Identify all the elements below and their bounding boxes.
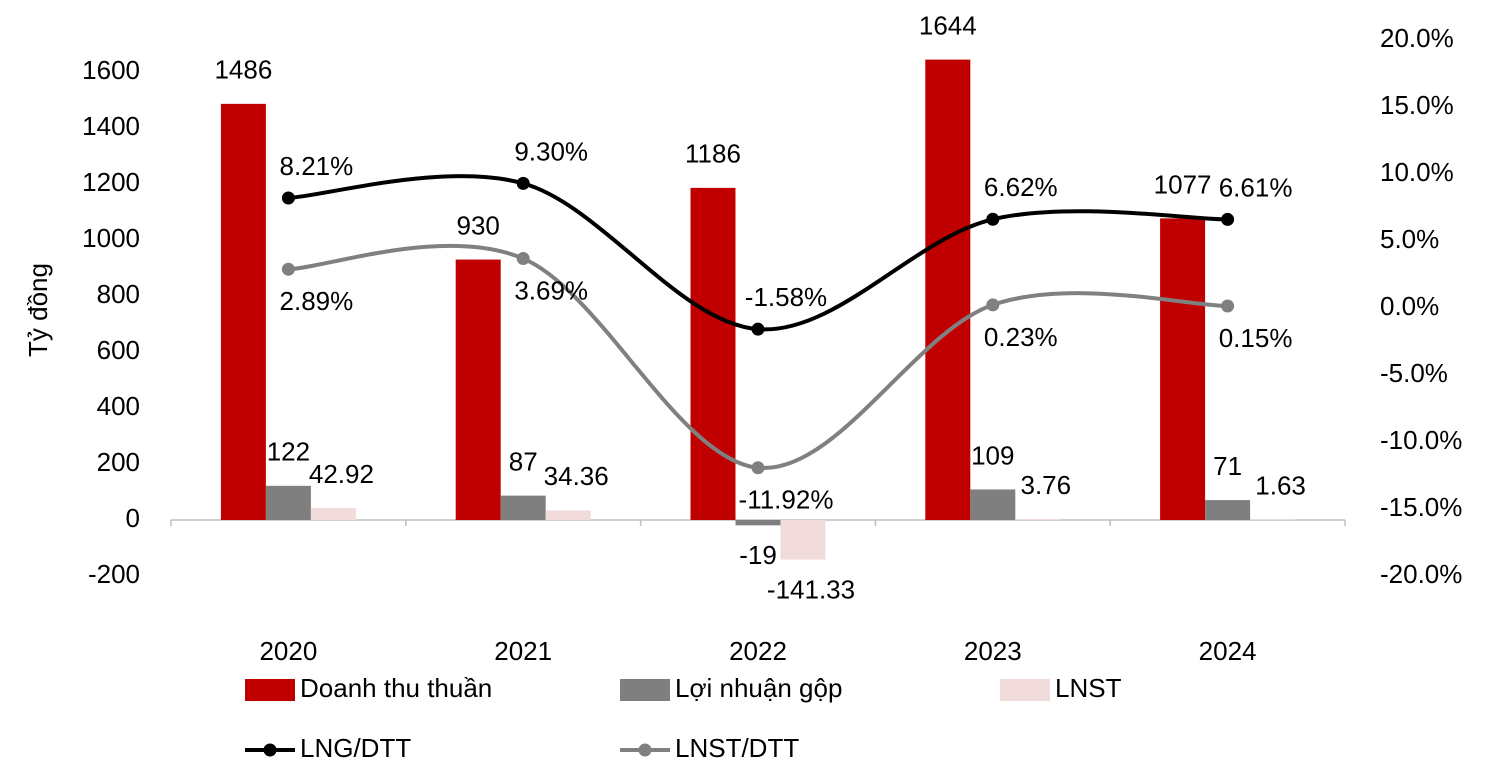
y-tick-label: 400 bbox=[97, 391, 140, 421]
line-marker bbox=[1221, 299, 1235, 313]
line-value-label: 2.89% bbox=[280, 286, 354, 316]
x-tick-label: 2022 bbox=[729, 636, 787, 666]
line-marker bbox=[986, 212, 1000, 226]
line-marker bbox=[751, 322, 765, 336]
y2-tick-label: -15.0% bbox=[1380, 492, 1462, 522]
y-tick-label: 800 bbox=[97, 279, 140, 309]
line-marker bbox=[281, 262, 295, 276]
line-marker bbox=[281, 191, 295, 205]
line-value-label: 6.62% bbox=[984, 172, 1058, 202]
line-marker bbox=[986, 298, 1000, 312]
y2-tick-label: -20.0% bbox=[1380, 559, 1462, 589]
bar-value-label: -19 bbox=[739, 540, 777, 570]
bar-value-label: 1077 bbox=[1154, 169, 1212, 199]
bar bbox=[735, 519, 781, 526]
y-tick-label: 200 bbox=[97, 447, 140, 477]
bar bbox=[500, 495, 546, 520]
legend-swatch bbox=[263, 743, 277, 757]
bar-value-label: 930 bbox=[457, 210, 500, 240]
bar-value-label: 87 bbox=[509, 447, 538, 477]
y-tick-label: 1600 bbox=[82, 55, 140, 85]
y2-tick-label: -5.0% bbox=[1380, 358, 1448, 388]
legend-label: Doanh thu thuần bbox=[300, 673, 492, 703]
line-value-label: 0.15% bbox=[1219, 323, 1293, 353]
bar-value-label: 3.76 bbox=[1020, 470, 1071, 500]
line bbox=[288, 244, 1228, 470]
bar bbox=[1160, 218, 1206, 520]
y-axis-label: Tỷ đồng bbox=[23, 263, 53, 357]
bar-value-label: -141.33 bbox=[767, 574, 855, 604]
bar bbox=[545, 510, 591, 520]
bar-value-label: 71 bbox=[1213, 451, 1242, 481]
bar-value-label: 34.36 bbox=[544, 461, 609, 491]
y-tick-label: 1000 bbox=[82, 223, 140, 253]
bar bbox=[455, 259, 501, 520]
legend-label: LNST bbox=[1055, 673, 1122, 703]
y2-tick-label: 15.0% bbox=[1380, 90, 1454, 120]
bar bbox=[780, 519, 826, 560]
line-marker bbox=[516, 176, 530, 190]
legend-swatch bbox=[620, 679, 670, 701]
x-tick-label: 2021 bbox=[494, 636, 552, 666]
line-value-label: 9.30% bbox=[514, 136, 588, 166]
y2-tick-label: 10.0% bbox=[1380, 157, 1454, 187]
bar bbox=[690, 187, 736, 520]
bar bbox=[1205, 500, 1251, 520]
line-value-label: 0.23% bbox=[984, 322, 1058, 352]
y2-tick-label: -10.0% bbox=[1380, 425, 1462, 455]
line-value-label: 8.21% bbox=[280, 151, 354, 181]
legend-swatch bbox=[1000, 679, 1050, 701]
bar bbox=[1015, 518, 1061, 520]
bar-value-label: 1.63 bbox=[1255, 470, 1306, 500]
line-value-label: 6.61% bbox=[1219, 172, 1293, 202]
line-marker bbox=[1221, 212, 1235, 226]
bar-value-label: 1186 bbox=[685, 139, 741, 169]
line-value-label: -1.58% bbox=[745, 282, 827, 312]
y-tick-label: -200 bbox=[88, 559, 140, 589]
line-marker bbox=[751, 461, 765, 475]
line-value-label: -11.92% bbox=[739, 485, 834, 515]
y-tick-label: 1400 bbox=[82, 111, 140, 141]
y-tick-label: 600 bbox=[97, 335, 140, 365]
bar bbox=[970, 489, 1016, 520]
y2-tick-label: 20.0% bbox=[1380, 23, 1454, 53]
legend-swatch bbox=[638, 743, 652, 757]
bar bbox=[265, 485, 311, 520]
legend-label: LNG/DTT bbox=[300, 733, 411, 763]
bar bbox=[925, 59, 971, 520]
line-value-label: 3.69% bbox=[514, 275, 588, 305]
y2-tick-label: 0.0% bbox=[1380, 291, 1439, 321]
bar-value-label: 1644 bbox=[919, 10, 977, 40]
y-tick-label: 1200 bbox=[82, 167, 140, 197]
x-tick-label: 2020 bbox=[259, 636, 317, 666]
y-tick-label: 0 bbox=[126, 503, 140, 533]
bar-value-label: 122 bbox=[267, 437, 310, 467]
bar bbox=[310, 507, 356, 520]
legend-label: Lợi nhuận gộp bbox=[675, 673, 842, 703]
bar-value-label: 109 bbox=[971, 440, 1014, 470]
bar-value-label: 1486 bbox=[214, 55, 272, 85]
y2-tick-label: 5.0% bbox=[1380, 224, 1439, 254]
x-tick-label: 2023 bbox=[964, 636, 1022, 666]
bar-value-label: 42.92 bbox=[309, 459, 374, 489]
x-tick-label: 2024 bbox=[1199, 636, 1257, 666]
bar bbox=[220, 103, 266, 520]
legend-label: LNST/DTT bbox=[675, 733, 799, 763]
line-marker bbox=[516, 252, 530, 266]
legend-swatch bbox=[245, 679, 295, 701]
